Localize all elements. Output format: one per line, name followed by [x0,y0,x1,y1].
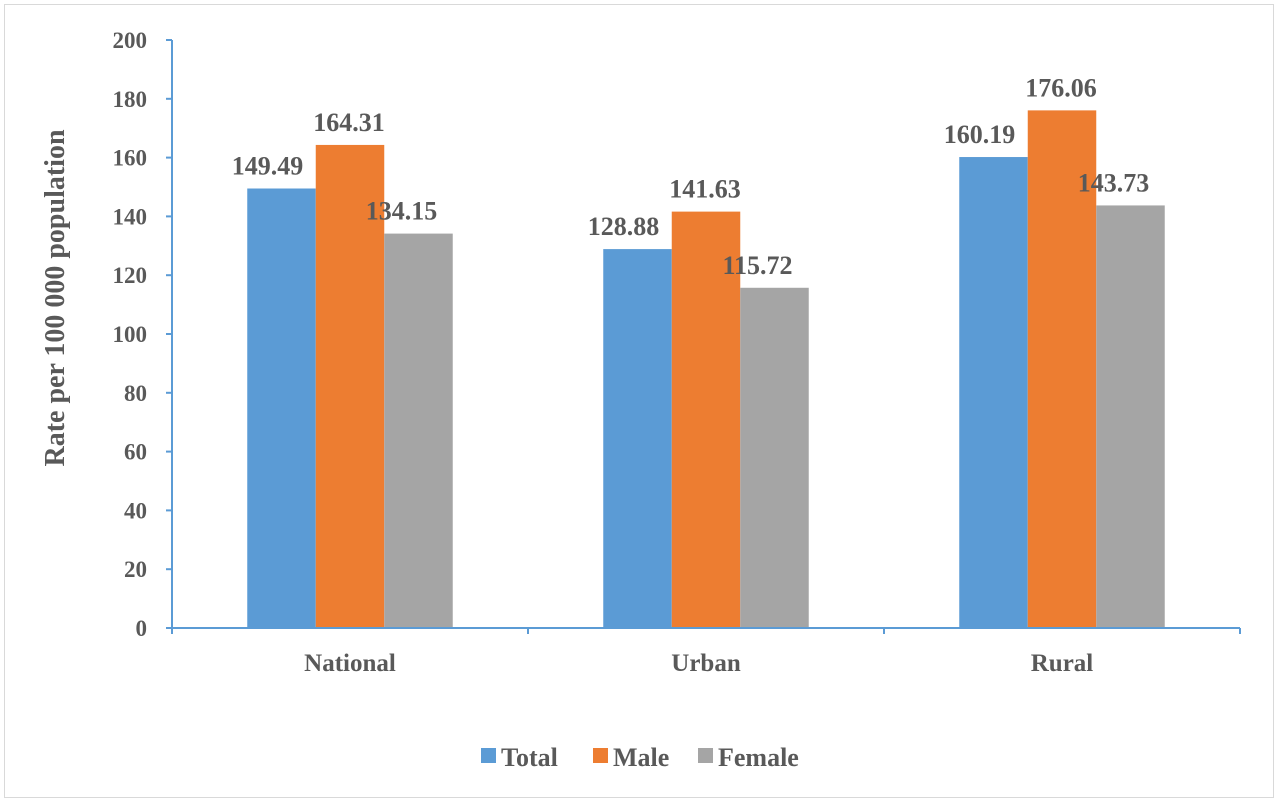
data-labels: 149.49 128.88 160.19 164.31 141.63 176.06 134.… [232,73,1150,279]
y-tick-label: 20 [124,557,147,582]
data-label-female-rural: 143.73 [1078,168,1150,197]
data-label-total-urban: 128.88 [588,212,660,241]
data-label-male-rural: 176.06 [1025,73,1097,102]
x-category-label-rural: Rural [1031,650,1094,677]
data-label-total-rural: 160.19 [944,120,1016,149]
y-tick-label: 0 [136,616,148,641]
bar-male-urban [671,211,741,629]
data-label-total-national: 149.49 [232,152,304,181]
bars-layer [247,110,1165,629]
y-axis-title: Rate per 100 000 population [40,129,71,466]
y-tick-label: 40 [124,498,147,523]
bar-total-national [247,188,316,628]
legend-label-female: Female [718,743,799,772]
y-tick-label: 180 [113,87,148,112]
legend-label-male: Male [613,743,669,772]
legend-swatch-male [593,748,608,763]
legend: Total Male Female [481,743,799,772]
bar-female-rural [1096,205,1165,628]
data-label-male-national: 164.31 [313,108,385,137]
bar-total-urban [603,249,672,628]
data-label-male-urban: 141.63 [669,175,741,204]
y-tick-label: 140 [113,204,148,229]
bar-total-rural [959,157,1028,629]
bar-female-urban [740,287,809,628]
data-label-female-urban: 115.72 [722,251,792,280]
bar-male-rural [1027,110,1097,628]
y-tick-label: 60 [124,440,147,465]
axes: 0 20 40 60 80 100 120 140 160 180 200 National Urban… [113,28,1241,677]
bar-male-national [315,144,385,628]
y-tick-label: 200 [113,28,148,53]
legend-swatch-total [481,748,496,763]
data-label-female-national: 134.15 [366,197,438,226]
legend-swatch-female [698,748,713,763]
x-category-label-national: National [304,650,396,677]
bar-female-national [384,233,453,628]
legend-label-total: Total [501,743,558,772]
y-tick-label: 80 [124,381,147,406]
y-tick-label: 100 [113,322,148,347]
x-category-label-urban: Urban [671,650,741,677]
y-tick-label: 120 [113,263,148,288]
y-tick-label: 160 [113,146,148,171]
